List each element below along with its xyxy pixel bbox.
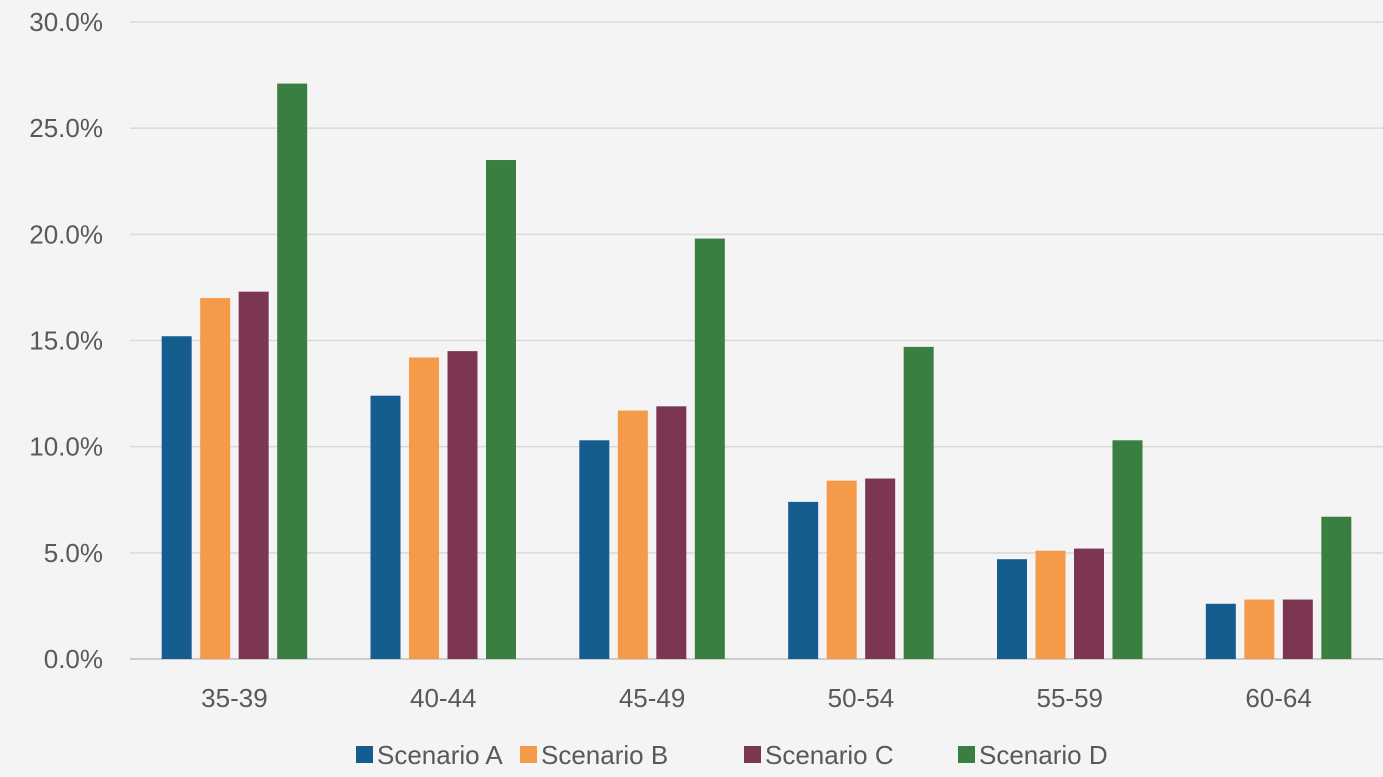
legend-swatch-scenario-c (744, 746, 761, 763)
bar-scenario-a-50-54 (788, 501, 819, 659)
legend-label: Scenario A (377, 740, 503, 770)
legend-swatch-scenario-d (958, 746, 975, 763)
gridlines (130, 21, 1383, 660)
x-tick-label: 40-44 (410, 683, 477, 713)
legend-label: Scenario C (765, 740, 894, 770)
bar-scenario-b-45-49 (617, 410, 648, 659)
y-tick-label: 30.0% (29, 7, 103, 37)
bar-scenario-c-50-54 (865, 478, 896, 659)
bar-scenario-c-45-49 (656, 406, 687, 659)
x-tick-label: 50-54 (828, 683, 895, 713)
legend-label: Scenario B (541, 740, 668, 770)
bar-scenario-a-60-64 (1205, 603, 1236, 659)
legend: Scenario A Scenario B Scenario C Scenario D (356, 740, 1108, 770)
legend-swatch-scenario-b (520, 746, 537, 763)
x-axis-ticks: 35-39 40-44 45-49 50-54 55-59 60-64 (201, 683, 1312, 713)
bar-scenario-b-55-59 (1035, 550, 1066, 659)
x-tick-label: 45-49 (619, 683, 686, 713)
bar-scenario-c-35-39 (238, 291, 269, 659)
bar-scenario-a-55-59 (997, 559, 1027, 659)
bars (161, 83, 1352, 660)
legend-swatch-scenario-a (356, 746, 373, 763)
bar-scenario-c-60-64 (1282, 599, 1313, 659)
bar-scenario-b-40-44 (409, 357, 439, 659)
bar-scenario-d-35-39 (277, 83, 308, 660)
bar-scenario-d-45-49 (694, 238, 725, 659)
x-tick-label: 60-64 (1245, 683, 1312, 713)
bar-scenario-d-55-59 (1112, 440, 1143, 659)
bar-scenario-d-60-64 (1321, 516, 1352, 659)
bar-scenario-b-50-54 (826, 480, 857, 659)
bar-scenario-b-60-64 (1244, 599, 1275, 659)
y-tick-label: 5.0% (44, 538, 103, 568)
bar-scenario-c-55-59 (1074, 548, 1104, 659)
bar-scenario-c-40-44 (447, 351, 478, 659)
y-tick-label: 0.0% (44, 644, 103, 674)
y-tick-label: 10.0% (29, 432, 103, 462)
x-tick-label: 35-39 (201, 683, 268, 713)
y-axis-ticks: 0.0% 5.0% 10.0% 15.0% 20.0% 25.0% 30.0% (29, 7, 103, 674)
bar-scenario-a-45-49 (579, 440, 610, 659)
bar-scenario-a-40-44 (370, 395, 401, 659)
bar-scenario-a-35-39 (161, 336, 192, 659)
bar-scenario-d-40-44 (486, 160, 516, 659)
bar-scenario-d-50-54 (903, 346, 934, 659)
legend-label: Scenario D (979, 740, 1108, 770)
x-tick-label: 55-59 (1037, 683, 1104, 713)
bar-scenario-b-35-39 (200, 298, 231, 659)
y-tick-label: 25.0% (29, 113, 103, 143)
y-tick-label: 20.0% (29, 219, 103, 249)
y-tick-label: 15.0% (29, 326, 103, 356)
